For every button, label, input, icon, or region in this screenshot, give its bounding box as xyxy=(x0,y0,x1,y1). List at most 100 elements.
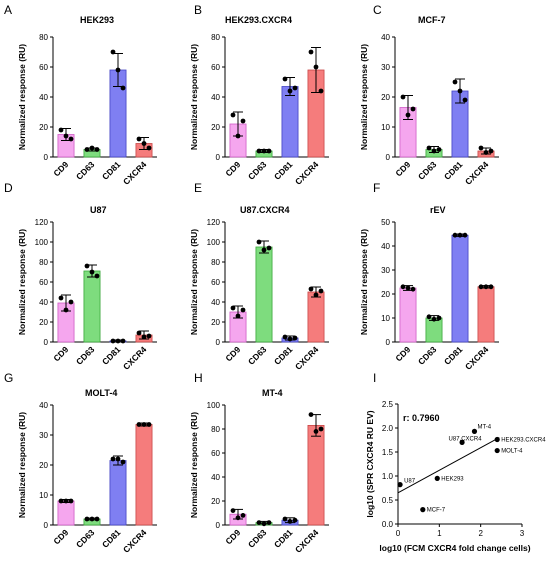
x-category-label: CD63 xyxy=(416,159,439,182)
scatter-point xyxy=(397,482,403,488)
panel-letter: D xyxy=(4,181,13,195)
x-category-label: CD9 xyxy=(393,159,412,178)
data-point xyxy=(84,147,90,152)
scatter-point-label: HEK293 xyxy=(441,476,464,482)
data-point xyxy=(115,456,121,462)
data-point xyxy=(235,313,241,319)
data-point xyxy=(266,245,272,251)
y-axis-label: Normalized response (RU) xyxy=(189,229,199,335)
data-point xyxy=(141,422,147,427)
y-tick-label: 60 xyxy=(211,449,220,458)
x-tick-label: 1 xyxy=(437,529,442,538)
y-tick-label: 20 xyxy=(39,318,48,327)
data-point xyxy=(89,269,95,275)
y-tick-label: 0.0 xyxy=(382,520,394,529)
y-tick-label: 30 xyxy=(381,266,390,275)
data-point xyxy=(426,145,432,151)
x-category-label: CD63 xyxy=(74,159,97,182)
data-point xyxy=(462,97,468,103)
panel-letter: B xyxy=(194,3,202,17)
x-category-label: CXCR4 xyxy=(293,159,321,187)
x-category-label: CD9 xyxy=(51,159,70,178)
panel-title: MCF-7 xyxy=(418,15,446,25)
y-tick-label: 100 xyxy=(207,238,221,247)
x-tick-label: 0 xyxy=(396,529,401,538)
data-point xyxy=(410,106,416,112)
x-tick-label: 3 xyxy=(520,529,525,538)
y-tick-label: 20 xyxy=(39,461,48,470)
data-point xyxy=(431,148,437,154)
x-category-label: CXCR4 xyxy=(463,159,491,187)
y-tick-label: 2.0 xyxy=(382,424,394,433)
panel-title: rEV xyxy=(430,205,446,215)
y-tick-label: 20 xyxy=(381,93,390,102)
x-category-label: CD63 xyxy=(246,344,269,367)
scatter-point xyxy=(471,428,478,434)
data-point xyxy=(110,338,116,344)
panel-title: U87 xyxy=(90,205,107,215)
y-tick-label: 20 xyxy=(211,318,220,327)
y-tick-label: 0.5 xyxy=(382,496,394,505)
data-point xyxy=(94,273,100,279)
y-tick-label: 0 xyxy=(386,338,391,347)
y-tick-label: 2.5 xyxy=(382,400,394,409)
y-tick-label: 60 xyxy=(211,63,220,72)
x-category-label: CD81 xyxy=(100,344,123,367)
y-tick-label: 0 xyxy=(216,521,221,530)
data-point xyxy=(292,85,298,91)
bar-cd81 xyxy=(109,460,127,526)
x-category-label: CXCR4 xyxy=(121,159,149,187)
data-point xyxy=(287,88,293,94)
y-tick-label: 1.5 xyxy=(382,448,394,457)
data-point xyxy=(58,498,64,504)
data-point xyxy=(120,85,126,91)
data-point xyxy=(266,148,272,154)
data-point xyxy=(110,456,116,462)
y-tick-label: 10 xyxy=(39,491,48,500)
y-tick-label: 80 xyxy=(39,33,48,42)
y-axis-label: Normalized response (RU) xyxy=(17,229,27,335)
data-point xyxy=(89,145,95,151)
y-tick-label: 40 xyxy=(39,93,48,102)
data-point xyxy=(308,412,314,417)
data-point xyxy=(240,513,246,518)
data-point xyxy=(452,232,458,238)
data-point xyxy=(230,305,236,311)
data-point xyxy=(146,422,152,427)
y-axis-label: log10 (SPR CXCR4 RU EV) xyxy=(365,410,375,517)
y-tick-label: 120 xyxy=(207,218,221,227)
x-category-label: CD9 xyxy=(223,527,242,546)
data-point xyxy=(292,335,298,341)
data-point xyxy=(488,148,494,154)
x-category-label: CXCR4 xyxy=(293,527,321,555)
panel-b: B HEK293.CXCR4 0 20 40 60 80 Normalized respons… xyxy=(189,3,329,187)
y-tick-label: 0 xyxy=(386,153,391,162)
data-point xyxy=(58,127,64,133)
data-point xyxy=(115,67,121,73)
x-category-label: CD9 xyxy=(223,344,242,363)
x-category-label: CD63 xyxy=(246,527,269,550)
x-category-label: CD63 xyxy=(74,527,97,550)
data-point xyxy=(146,333,152,339)
y-axis-label: Normalized response (RU) xyxy=(359,229,369,335)
x-category-label: CD81 xyxy=(442,344,465,367)
x-category-label: CXCR4 xyxy=(293,344,321,372)
data-point xyxy=(462,232,468,238)
y-tick-label: 40 xyxy=(211,93,220,102)
y-tick-label: 40 xyxy=(39,401,48,410)
y-axis-label: Normalized response (RU) xyxy=(189,412,199,518)
fit-line xyxy=(397,437,500,494)
data-point xyxy=(240,307,246,313)
y-tick-label: 40 xyxy=(211,473,220,482)
data-point xyxy=(266,520,272,525)
y-tick-label: 10 xyxy=(381,123,390,132)
bar-cd63 xyxy=(83,270,101,343)
scatter-point xyxy=(494,447,500,454)
data-point xyxy=(63,133,69,139)
panel-c: C MCF-7 0 10 20 30 40 Normalized response (RU) C… xyxy=(359,3,499,187)
data-point xyxy=(141,141,147,146)
data-point xyxy=(68,299,74,305)
y-axis-label: Normalized response (RU) xyxy=(189,44,199,150)
data-point xyxy=(94,147,100,152)
